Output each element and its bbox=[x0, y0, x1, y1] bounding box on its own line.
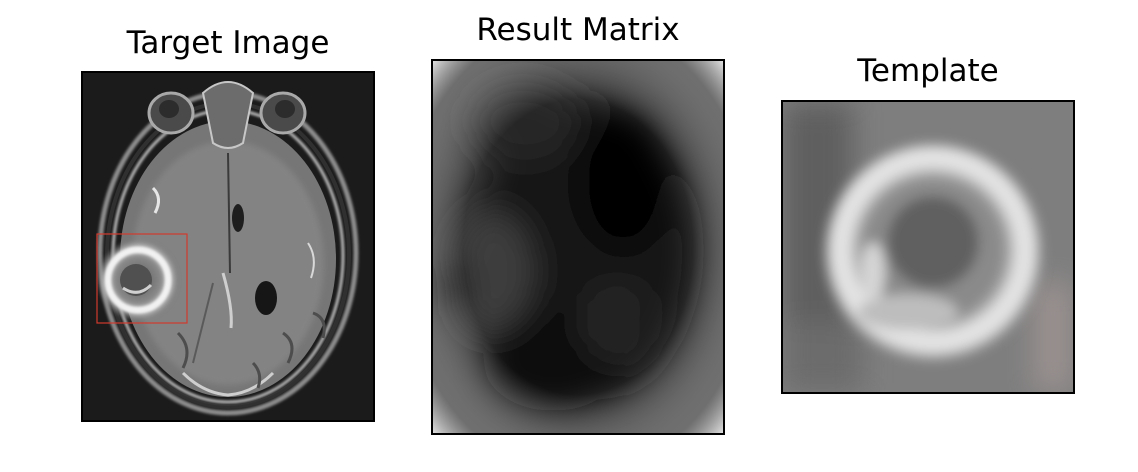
result-matrix-title: Result Matrix bbox=[476, 12, 680, 48]
target-image-title: Target Image bbox=[126, 25, 330, 61]
target-image-frame bbox=[81, 71, 375, 422]
template-title: Template bbox=[857, 53, 999, 89]
match-location-box bbox=[96, 233, 188, 324]
correlation-map bbox=[433, 61, 723, 433]
template-frame bbox=[781, 100, 1075, 394]
result-matrix-frame bbox=[431, 59, 725, 435]
tumor-template-crop bbox=[783, 102, 1073, 392]
brain-mri-scan bbox=[83, 73, 373, 420]
